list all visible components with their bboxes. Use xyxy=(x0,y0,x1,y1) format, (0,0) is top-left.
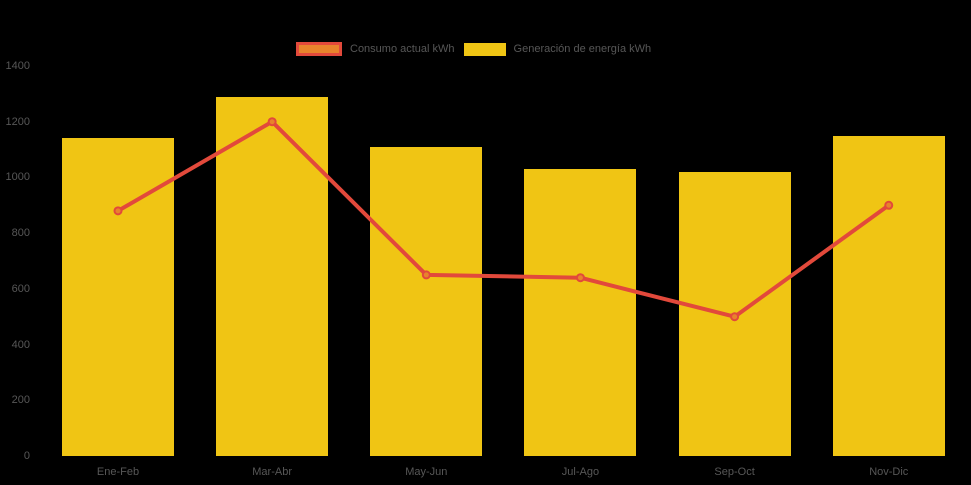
line-point-Ene-Feb[interactable] xyxy=(113,206,123,216)
line-point-Mar-Abr[interactable] xyxy=(267,117,277,127)
bar-May-Jun[interactable] xyxy=(370,146,483,456)
legend-item-generacion[interactable]: Generación de energía kWh xyxy=(463,42,652,56)
consumo-line-swatch xyxy=(296,42,342,56)
x-tick-label: Nov-Dic xyxy=(869,466,909,478)
legend-item-consumo[interactable]: Consumo actual kWh xyxy=(296,42,455,56)
legend-label-generacion: Generación de energía kWh xyxy=(513,43,652,55)
line-point-Nov-Dic[interactable] xyxy=(884,200,894,210)
legend-label-consumo: Consumo actual kWh xyxy=(350,43,455,55)
x-tick-label: May-Jun xyxy=(405,466,448,478)
consumo-line xyxy=(116,119,891,319)
y-tick-label: 800 xyxy=(11,227,30,240)
y-tick-label: 1400 xyxy=(5,60,30,72)
line-point-May-Jun[interactable] xyxy=(421,270,431,280)
line-point-Sep-Oct[interactable] xyxy=(730,312,740,322)
x-tick-label: Ene-Feb xyxy=(96,466,140,478)
x-tick-label: Mar-Abr xyxy=(252,466,292,478)
y-tick-label: 400 xyxy=(11,338,30,351)
y-tick-label: 200 xyxy=(11,394,30,407)
y-tick-label: 1200 xyxy=(5,115,30,128)
line-point-Jul-Ago[interactable] xyxy=(575,273,585,283)
y-tick-label: 1000 xyxy=(5,171,30,184)
x-tick-label: Jul-Ago xyxy=(561,466,600,478)
chart-legend: Consumo actual kWh Generación de energía… xyxy=(296,42,651,56)
y-tick-label: 600 xyxy=(11,282,30,295)
bar-Nov-Dic[interactable] xyxy=(832,135,945,456)
y-tick-label: 0 xyxy=(23,450,30,462)
bar-Jul-Ago[interactable] xyxy=(524,169,637,456)
x-tick-label: Sep-Oct xyxy=(714,466,755,478)
generacion-bar-swatch xyxy=(463,42,506,56)
